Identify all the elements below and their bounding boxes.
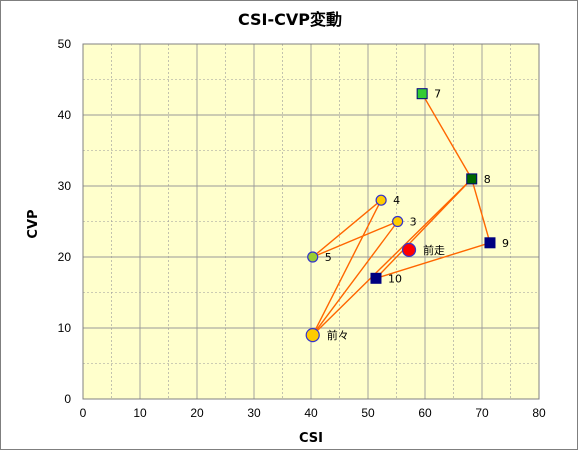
x-tick-label: 10 [133,406,147,420]
data-point-square [466,173,478,185]
chart-title: CSI-CVP変動 [238,10,342,29]
y-tick-labels: 0 10 20 30 40 50 [58,37,72,406]
connection-line [471,178,491,243]
x-tick-labels: 0 10 20 30 40 50 60 70 80 [80,406,546,420]
y-tick-label: 20 [58,250,72,264]
point-label: 7 [434,88,441,101]
x-tick-label: 50 [361,406,375,420]
x-tick-label: 0 [80,406,87,420]
connection-line [375,242,491,279]
point-label: 前走 [423,243,445,257]
data-point-large [401,242,417,257]
data-point-circle [392,215,404,228]
connection-line [312,220,398,258]
point-labels: 前々 34 5 7 8 9 10 前走 [325,88,509,342]
connection-line [421,93,473,180]
data-points [305,88,496,343]
data-point-circle [307,251,319,263]
point-label: 9 [502,237,509,250]
gridlines [83,44,539,399]
connection-lines [312,93,491,336]
point-label: 4 [393,194,400,207]
x-tick-label: 60 [418,406,432,420]
y-tick-label: 30 [58,179,72,193]
plot-border [82,43,540,400]
connection-line [312,178,473,336]
y-axis-title: CVP [26,209,41,238]
point-label: 前々 [327,328,349,342]
x-axis-title: CSI [299,431,323,446]
connection-line [312,221,399,336]
y-tick-label: 40 [58,108,72,122]
x-tick-label: 80 [532,406,546,420]
x-tick-label: 40 [304,406,318,420]
point-label: 5 [325,251,332,264]
connection-line [312,199,382,336]
point-label: 3 [410,216,417,229]
data-point-square [484,237,496,249]
x-tick-label: 30 [247,406,261,420]
x-tick-label: 70 [475,406,489,420]
point-label: 10 [388,272,402,285]
data-point-circle [375,194,387,206]
connection-line [375,178,473,279]
x-tick-label: 20 [190,406,204,420]
y-tick-label: 0 [64,392,71,406]
data-point-square [416,88,428,100]
y-tick-label: 10 [58,321,72,335]
connection-line [312,199,382,258]
point-label: 8 [484,173,491,186]
y-tick-label: 50 [58,37,72,51]
data-point-square [370,272,382,284]
data-point-large [305,328,320,343]
